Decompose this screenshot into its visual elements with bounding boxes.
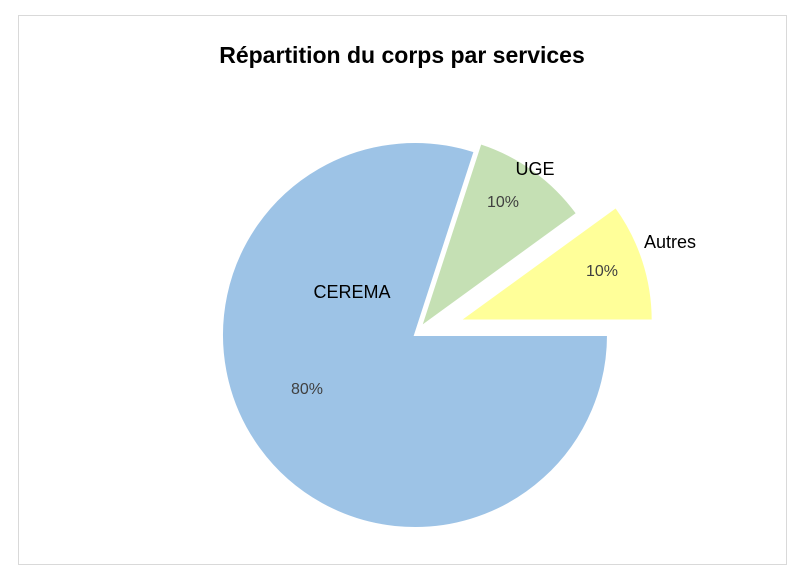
category-label: UGE bbox=[515, 159, 554, 179]
chart-title: Répartition du corps par services bbox=[219, 42, 585, 68]
value-label: 80% bbox=[291, 381, 323, 398]
category-label: CEREMA bbox=[313, 282, 390, 302]
pie-slice bbox=[221, 141, 610, 529]
category-label: Autres bbox=[644, 232, 696, 252]
value-label: 10% bbox=[487, 194, 519, 211]
pie-slice bbox=[456, 205, 654, 322]
pie-slice bbox=[418, 142, 579, 330]
value-label: 10% bbox=[586, 263, 618, 280]
